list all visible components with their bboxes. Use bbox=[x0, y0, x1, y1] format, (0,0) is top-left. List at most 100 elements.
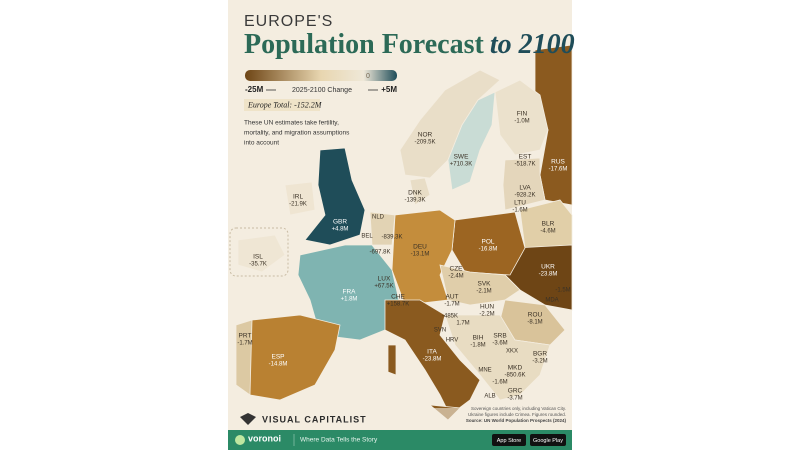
country-code: SWE bbox=[454, 154, 469, 161]
total-box bbox=[244, 99, 320, 111]
central-shape bbox=[439, 264, 521, 306]
title: Population Forecast to 2100 bbox=[244, 29, 575, 60]
italy-shape bbox=[384, 299, 481, 416]
country-value: -1.8M bbox=[470, 343, 485, 349]
country-value: -17.6M bbox=[549, 167, 568, 173]
country-label: -1.6M bbox=[492, 380, 507, 386]
country-label: -485K bbox=[442, 314, 458, 320]
kicker: EUROPE'S bbox=[244, 13, 333, 30]
country-label: MNE bbox=[478, 368, 491, 374]
country-code: UKR bbox=[541, 264, 555, 271]
country-value: -23.8M bbox=[539, 272, 558, 278]
app-store-label: App Store bbox=[497, 438, 521, 444]
vc-logo bbox=[240, 413, 256, 425]
country-value: -21.9K bbox=[289, 202, 307, 208]
denmark-shape bbox=[409, 177, 431, 206]
country-code: ESP bbox=[271, 354, 284, 361]
country-label: NLD bbox=[372, 215, 385, 221]
country-code: HUN bbox=[480, 304, 494, 311]
legend-bar bbox=[245, 70, 397, 81]
legend-caption: 2025-2100 Change bbox=[292, 87, 352, 94]
sardinia-shape bbox=[387, 344, 397, 376]
country-code: MKD bbox=[508, 365, 523, 372]
legend-mid: 0 bbox=[366, 73, 370, 80]
title-em: to 2100 bbox=[490, 29, 575, 60]
google-play-label: Google Play bbox=[533, 438, 563, 444]
country-value: -850.6K bbox=[504, 373, 525, 379]
country-value: -1.7M bbox=[237, 341, 252, 347]
country-label: ALB bbox=[484, 394, 495, 400]
country-code: BLR bbox=[542, 221, 555, 228]
country-value: +1.8M bbox=[341, 297, 358, 303]
country-value: -13.1M bbox=[411, 252, 430, 258]
baltics-shape bbox=[502, 157, 546, 211]
title-main: Population Forecast bbox=[244, 29, 484, 60]
country-label: 1.7M bbox=[456, 321, 469, 327]
country-code: RUS bbox=[551, 159, 565, 166]
google-play-button[interactable] bbox=[530, 434, 566, 446]
country-label: MDA bbox=[545, 298, 558, 304]
portugal-shape bbox=[235, 319, 253, 396]
belarus-shape bbox=[519, 199, 573, 249]
app-store-button[interactable] bbox=[492, 434, 526, 446]
country-code: EST bbox=[519, 154, 532, 161]
country-value: +67.5K bbox=[374, 284, 393, 290]
benelux-shape bbox=[369, 211, 396, 246]
note-line: into account bbox=[244, 140, 279, 147]
voronoi-icon bbox=[235, 435, 245, 445]
country-value: -1.6M bbox=[512, 208, 527, 214]
country-value: -3.6M bbox=[492, 341, 507, 347]
map bbox=[235, 44, 573, 421]
balkans-shape bbox=[444, 314, 551, 401]
country-code: LVA bbox=[519, 185, 531, 192]
country-code: CZE bbox=[450, 266, 464, 273]
country-label: -839.3K bbox=[381, 235, 402, 241]
country-code: NOR bbox=[418, 132, 433, 139]
country-value: +4.8M bbox=[332, 227, 349, 233]
iceland-shape bbox=[237, 234, 286, 273]
voronoi-bar bbox=[228, 430, 572, 450]
country-label: SVN bbox=[434, 328, 446, 334]
country-label: -697.8K bbox=[369, 250, 390, 256]
europe-total: Europe Total: -152.2M bbox=[247, 100, 323, 109]
country-code: GRC bbox=[508, 388, 523, 395]
country-value: -139.3K bbox=[404, 198, 425, 204]
country-code: IRL bbox=[293, 194, 304, 201]
country-code: PRT bbox=[239, 333, 252, 340]
country-value: -35.7K bbox=[249, 262, 267, 268]
voronoi-brand: voronoi bbox=[248, 433, 281, 443]
country-value: -16.8M bbox=[479, 247, 498, 253]
norway-shape bbox=[399, 69, 501, 179]
brand: VISUAL CAPITALIST bbox=[262, 414, 367, 424]
country-value: -2.2M bbox=[479, 312, 494, 318]
country-label: -1.5M bbox=[555, 288, 570, 294]
germany-shape bbox=[391, 209, 456, 306]
finland-shape bbox=[494, 79, 549, 156]
country-label: BEL bbox=[361, 234, 373, 240]
country-code: BGR bbox=[533, 351, 547, 358]
footer-note: Sovereign countries only, including Vati… bbox=[471, 406, 566, 411]
ireland-shape bbox=[284, 181, 316, 216]
legend-min: -25M bbox=[245, 85, 264, 94]
country-value: -8.1M bbox=[527, 320, 542, 326]
footer-band bbox=[228, 408, 572, 430]
legend-max: +5M bbox=[381, 85, 397, 94]
country-code: GBR bbox=[333, 219, 347, 226]
country-labels: NOR-209.5K FIN-1.0M SWE+710.3K EST-518.7K RU… bbox=[237, 111, 570, 402]
country-code: ROU bbox=[528, 312, 543, 319]
country-value: -1.7M bbox=[444, 302, 459, 308]
country-label: XKX bbox=[506, 349, 518, 355]
country-value: -14.8M bbox=[269, 362, 288, 368]
country-code: ITA bbox=[427, 349, 437, 356]
country-code: AUT bbox=[446, 294, 459, 301]
country-code: FIN bbox=[517, 111, 528, 118]
country-code: ISL bbox=[253, 254, 263, 261]
tagline: Where Data Tells the Story bbox=[300, 437, 378, 444]
country-value: -23.8M bbox=[423, 357, 442, 363]
sweden-shape bbox=[447, 91, 496, 191]
country-value: -2.4M bbox=[448, 274, 463, 280]
country-value: -3.2M bbox=[532, 359, 547, 365]
country-code: LTU bbox=[514, 200, 526, 207]
